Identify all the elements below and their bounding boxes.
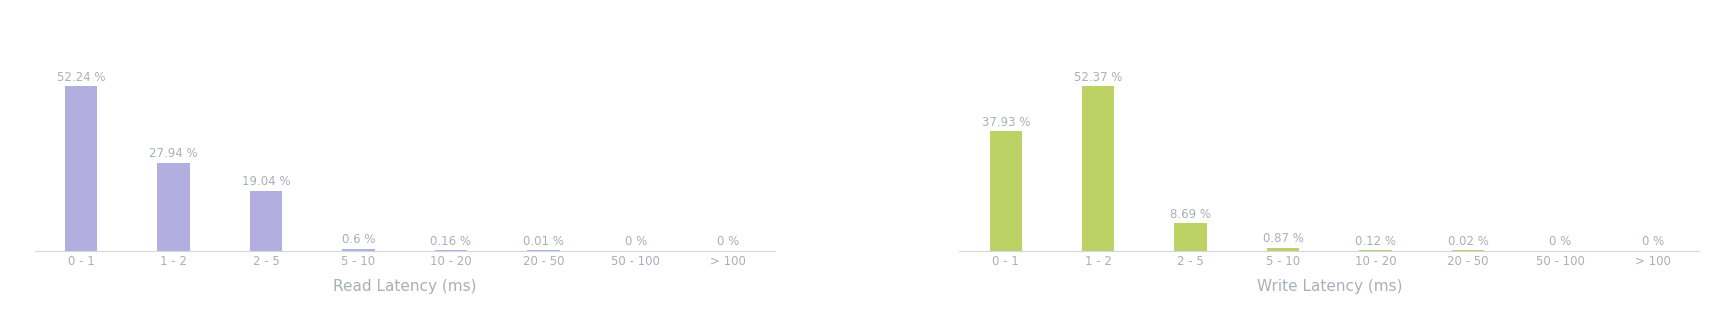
Bar <box>250 191 283 250</box>
Text: 0 %: 0 % <box>1642 235 1665 248</box>
Bar <box>1268 248 1299 250</box>
X-axis label: Read Latency (ms): Read Latency (ms) <box>333 280 477 295</box>
Text: 0.87 %: 0.87 % <box>1262 232 1304 245</box>
Bar <box>990 132 1021 250</box>
Bar <box>158 163 189 250</box>
Text: 0 %: 0 % <box>718 235 739 248</box>
X-axis label: Write Latency (ms): Write Latency (ms) <box>1257 280 1403 295</box>
Text: 19.04 %: 19.04 % <box>241 175 290 188</box>
Text: 0.02 %: 0.02 % <box>1448 235 1488 248</box>
Text: 0.12 %: 0.12 % <box>1356 235 1396 247</box>
Bar <box>64 86 97 250</box>
Text: 37.93 %: 37.93 % <box>981 116 1030 129</box>
Bar <box>1082 86 1115 250</box>
Bar <box>342 248 375 250</box>
Text: 27.94 %: 27.94 % <box>149 147 198 160</box>
Text: 0 %: 0 % <box>624 235 647 248</box>
Bar <box>1174 223 1207 250</box>
Text: 0.6 %: 0.6 % <box>342 233 375 246</box>
Text: 0.16 %: 0.16 % <box>430 234 472 247</box>
Text: 52.24 %: 52.24 % <box>57 71 106 84</box>
Text: 52.37 %: 52.37 % <box>1073 71 1122 84</box>
Text: 8.69 %: 8.69 % <box>1170 208 1210 221</box>
Text: 0.01 %: 0.01 % <box>524 235 564 248</box>
Text: 0 %: 0 % <box>1550 235 1571 248</box>
